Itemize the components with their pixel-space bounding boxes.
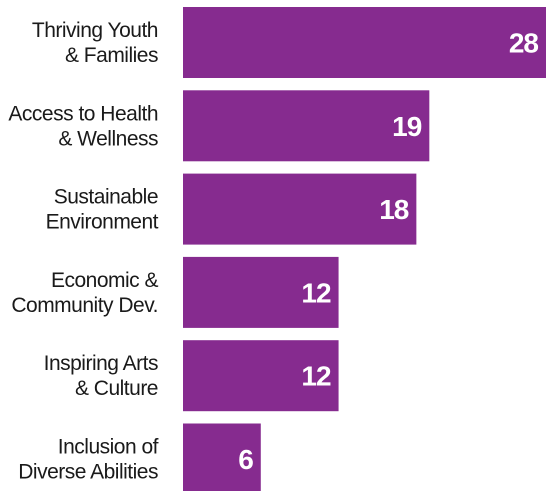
data-label-5: 6 — [238, 444, 253, 475]
category-label-2-line-1: Environment — [46, 211, 159, 234]
data-label-2: 18 — [379, 194, 409, 225]
bar-0 — [183, 7, 546, 78]
data-label-1: 19 — [392, 111, 422, 142]
category-label-0-line-1: & Families — [65, 44, 158, 67]
category-label-5-line-0: Inclusion of — [58, 436, 159, 459]
bar-4 — [183, 340, 339, 412]
category-label-5-line-1: Diverse Abilities — [18, 461, 158, 484]
category-label-4-line-0: Inspiring Arts — [44, 352, 158, 375]
bar-5 — [183, 423, 261, 491]
data-label-0: 28 — [509, 28, 539, 59]
category-label-2-line-0: Sustainable — [54, 186, 158, 209]
bar-1 — [183, 90, 430, 162]
category-label-1-line-0: Access to Health — [8, 102, 158, 125]
category-label-0-line-0: Thriving Youth — [32, 19, 158, 42]
data-label-3: 12 — [301, 277, 331, 308]
bar-3 — [183, 256, 339, 328]
category-label-1-line-1: & Wellness — [58, 127, 158, 150]
category-label-3-line-1: Community Dev. — [11, 294, 158, 317]
category-label-3-line-0: Economic & — [51, 269, 159, 292]
category-label-4-line-1: & Culture — [75, 377, 158, 400]
bar-2 — [183, 173, 417, 245]
data-label-4: 12 — [301, 361, 331, 392]
